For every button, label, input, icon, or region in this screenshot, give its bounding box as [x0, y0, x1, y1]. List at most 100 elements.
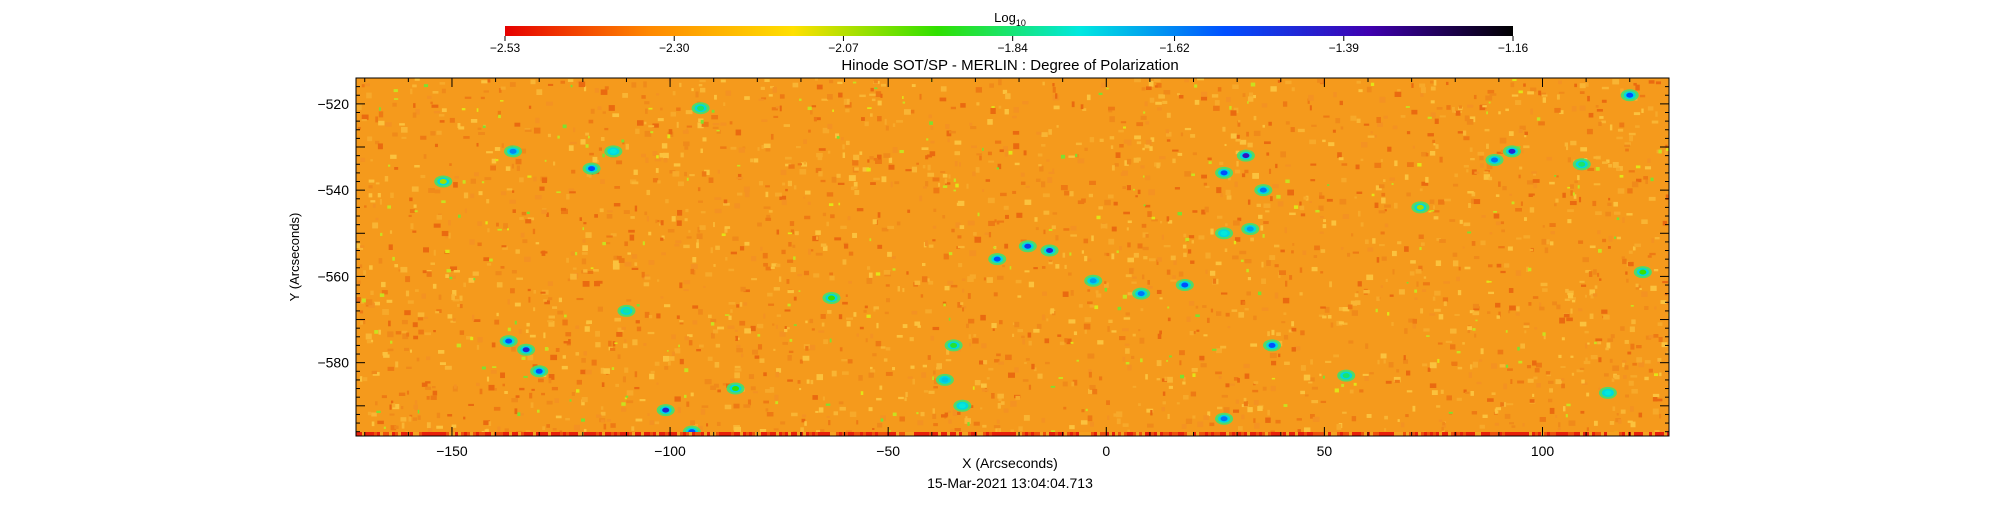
- heatmap-cell: [582, 239, 586, 243]
- heatmap-cell: [458, 126, 465, 130]
- heatmap-cell: [1495, 194, 1500, 197]
- heatmap-cell: [427, 95, 432, 100]
- heatmap-cell: [1172, 149, 1179, 152]
- heatmap-cell: [1383, 179, 1386, 183]
- heatmap-cell: [933, 386, 938, 389]
- heatmap-cell: [641, 153, 646, 158]
- heatmap-cell: [1385, 380, 1392, 384]
- heatmap-cell: [571, 169, 576, 174]
- heatmap-cell-green: [414, 210, 418, 213]
- edge-cell: [533, 432, 536, 436]
- heatmap-cell: [1205, 185, 1210, 188]
- heatmap-cell: [763, 313, 766, 319]
- heatmap-cell: [644, 276, 651, 280]
- heatmap-cell: [423, 154, 427, 159]
- heatmap-cell: [1666, 253, 1669, 259]
- heatmap-cell: [1351, 233, 1354, 237]
- heatmap-cell: [1349, 389, 1354, 394]
- heatmap-cell: [930, 125, 934, 130]
- heatmap-cell: [504, 428, 509, 434]
- heatmap-cell: [1064, 338, 1068, 343]
- heatmap-cell: [1523, 235, 1531, 239]
- heatmap-cell: [1366, 86, 1372, 93]
- heatmap-cell: [944, 412, 949, 417]
- heatmap-cell: [1036, 323, 1042, 329]
- edge-cell: [521, 432, 524, 436]
- heatmap-cell: [998, 105, 1002, 109]
- heatmap-cell: [1585, 270, 1588, 273]
- heatmap-cell: [1429, 383, 1437, 388]
- heatmap-cell: [811, 105, 817, 108]
- edge-cell: [1532, 432, 1535, 436]
- heatmap-cell: [861, 117, 865, 121]
- heatmap-cell: [1379, 96, 1386, 103]
- heatmap-cell: [1005, 214, 1009, 219]
- heatmap-cell: [884, 311, 889, 315]
- heatmap-cell: [801, 418, 806, 423]
- heatmap-cell: [536, 89, 543, 96]
- heatmap-cell-green: [461, 108, 466, 111]
- heatmap-cell: [936, 366, 941, 370]
- heatmap-cell: [432, 283, 437, 289]
- heatmap-cell: [1483, 174, 1491, 180]
- heatmap-cell: [1141, 87, 1146, 91]
- heatmap-cell: [674, 348, 681, 354]
- heatmap-cell-green: [648, 107, 653, 110]
- heatmap-cell: [763, 400, 769, 404]
- heatmap-cell: [1220, 193, 1223, 198]
- heatmap-cell: [736, 304, 740, 308]
- heatmap-cell: [1542, 288, 1548, 292]
- heatmap-cell: [1479, 163, 1484, 168]
- edge-cell: [1352, 432, 1355, 436]
- edge-cell: [1292, 432, 1295, 436]
- heatmap-cell-green: [1493, 211, 1497, 213]
- heatmap-cell: [1156, 83, 1162, 88]
- edge-cell: [659, 432, 662, 436]
- heatmap-cell: [1350, 115, 1357, 121]
- heatmap-cell: [706, 423, 709, 427]
- heatmap-cell: [716, 129, 721, 134]
- heatmap-cell: [1003, 146, 1008, 151]
- heatmap-cell: [1024, 199, 1032, 205]
- heatmap-cell: [515, 249, 520, 254]
- heatmap-cell-green: [456, 343, 462, 348]
- edge-cell: [1403, 432, 1406, 436]
- heatmap-cell: [667, 361, 671, 366]
- heatmap-cell-green: [1391, 183, 1394, 185]
- colorbar-gradient: [505, 26, 1513, 36]
- heatmap-cell: [1457, 290, 1462, 296]
- heatmap-cell: [896, 334, 903, 338]
- heatmap-cell: [1146, 408, 1154, 413]
- heatmap-cell: [1442, 297, 1449, 302]
- heatmap-cell: [1605, 347, 1609, 351]
- heatmap-cell: [401, 136, 407, 139]
- heatmap-cell-green: [575, 389, 580, 393]
- heatmap-cell: [667, 229, 675, 233]
- heatmap-cell: [1421, 289, 1427, 292]
- heatmap-cell: [1133, 252, 1139, 258]
- heatmap-cell: [1109, 116, 1115, 123]
- heatmap-cell: [1616, 136, 1623, 140]
- heatmap-cell: [1454, 173, 1458, 178]
- edge-cell: [869, 432, 872, 436]
- heatmap-cell: [1024, 270, 1030, 273]
- heatmap-cell-green: [1437, 358, 1440, 363]
- heatmap-cell: [552, 427, 557, 431]
- edge-cell: [395, 432, 398, 436]
- heatmap-cell: [730, 378, 735, 383]
- heatmap-cell: [1661, 342, 1668, 348]
- heatmap-cell: [1509, 305, 1516, 311]
- heatmap-cell-green: [563, 314, 567, 318]
- heatmap-cell: [880, 93, 883, 98]
- edge-cell: [980, 432, 983, 436]
- heatmap-cell: [453, 384, 457, 389]
- heatmap-cell-green: [1456, 350, 1461, 354]
- edge-cell: [890, 432, 893, 436]
- heatmap-cell: [1507, 246, 1513, 251]
- heatmap-cell: [1247, 407, 1253, 413]
- heatmap-cell: [1569, 184, 1574, 189]
- heatmap-cell: [816, 236, 819, 240]
- heatmap-cell: [968, 342, 972, 347]
- edge-cell: [1040, 432, 1043, 436]
- edge-cell: [893, 432, 896, 436]
